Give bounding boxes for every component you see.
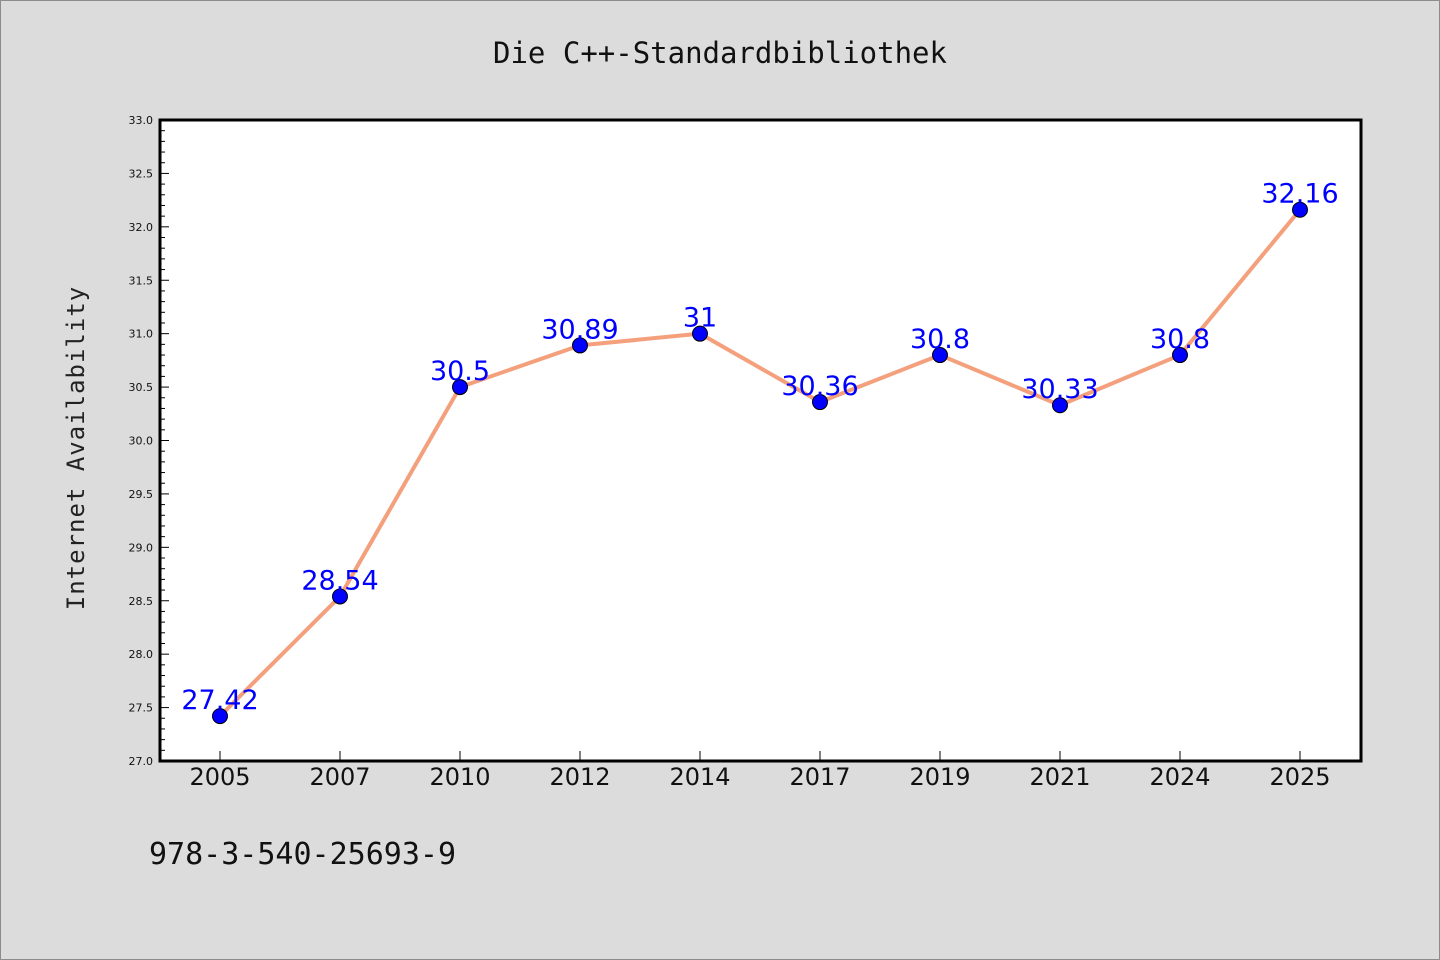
x-tick-label: 2010 [429,763,490,791]
x-tick-label: 2007 [309,763,370,791]
data-label: 30.89 [541,314,618,345]
y-tick-label: 30.5 [129,381,154,394]
y-tick-label: 28.5 [129,595,154,608]
x-tick-label: 2012 [549,763,610,791]
data-point-marker [812,394,828,411]
x-tick-label: 2025 [1269,763,1330,791]
plot-area [158,118,1363,763]
series-line [218,207,1302,719]
data-markers [212,201,1308,725]
data-point-marker [932,347,948,364]
data-point-marker [572,337,588,354]
data-label: 30.33 [1021,374,1098,405]
data-label: 31 [683,303,717,334]
data-point-marker [692,325,708,342]
y-axis-label: Internet Availability [62,286,90,610]
y-tick-label: 32.5 [129,167,154,180]
data-label: 30.8 [1150,324,1210,355]
data-label: 28.54 [301,565,378,596]
x-tick-label: 2017 [789,763,850,791]
data-label: 30.5 [430,356,490,387]
y-tick-label: 28.0 [129,648,154,661]
y-tick-label: 29.5 [129,488,154,501]
data-label: 30.8 [910,324,970,355]
x-tick-label: 2014 [669,763,730,791]
y-tick-label: 29.0 [129,541,154,554]
y-tick-label: 31.0 [129,328,154,341]
x-axis-ticks: 2005 2007 2010 2012 2014 2017 2019 2021 2024 2025 [189,751,1331,791]
y-tick-label: 27.5 [129,702,154,715]
data-point-marker [212,708,228,725]
x-tick-label: 2021 [1029,763,1090,791]
data-label: 27.42 [181,685,258,716]
data-label: 32.16 [1261,179,1338,210]
y-tick-label: 27.0 [129,755,154,768]
data-labels: 27.42 28.54 30.5 30.89 31 30.36 30.8 30.33 30.8 3… [181,179,1338,716]
x-tick-label: 2024 [1149,763,1210,791]
data-point-marker [1052,397,1068,414]
data-label: 30.36 [781,371,858,402]
y-tick-label: 32.0 [129,221,154,234]
chart-title: Die C++-Standardbibliothek [493,36,947,70]
y-minor-ticks [160,119,169,762]
x-tick-label: 2005 [189,763,250,791]
data-point-marker [332,588,348,605]
y-tick-label: 30.0 [129,435,154,448]
isbn-label: 978-3-540-25693-9 [149,837,456,872]
data-point-marker [1172,347,1188,364]
y-axis-ticks: 27.0 27.5 28.0 28.5 29.0 29.5 30.0 30.5 31.0 31.5… [129,114,154,768]
data-point-marker [1292,201,1308,218]
y-tick-label: 33.0 [129,114,154,127]
x-tick-label: 2019 [909,763,970,791]
y-tick-label: 31.5 [129,274,154,287]
data-point-marker [452,379,468,396]
